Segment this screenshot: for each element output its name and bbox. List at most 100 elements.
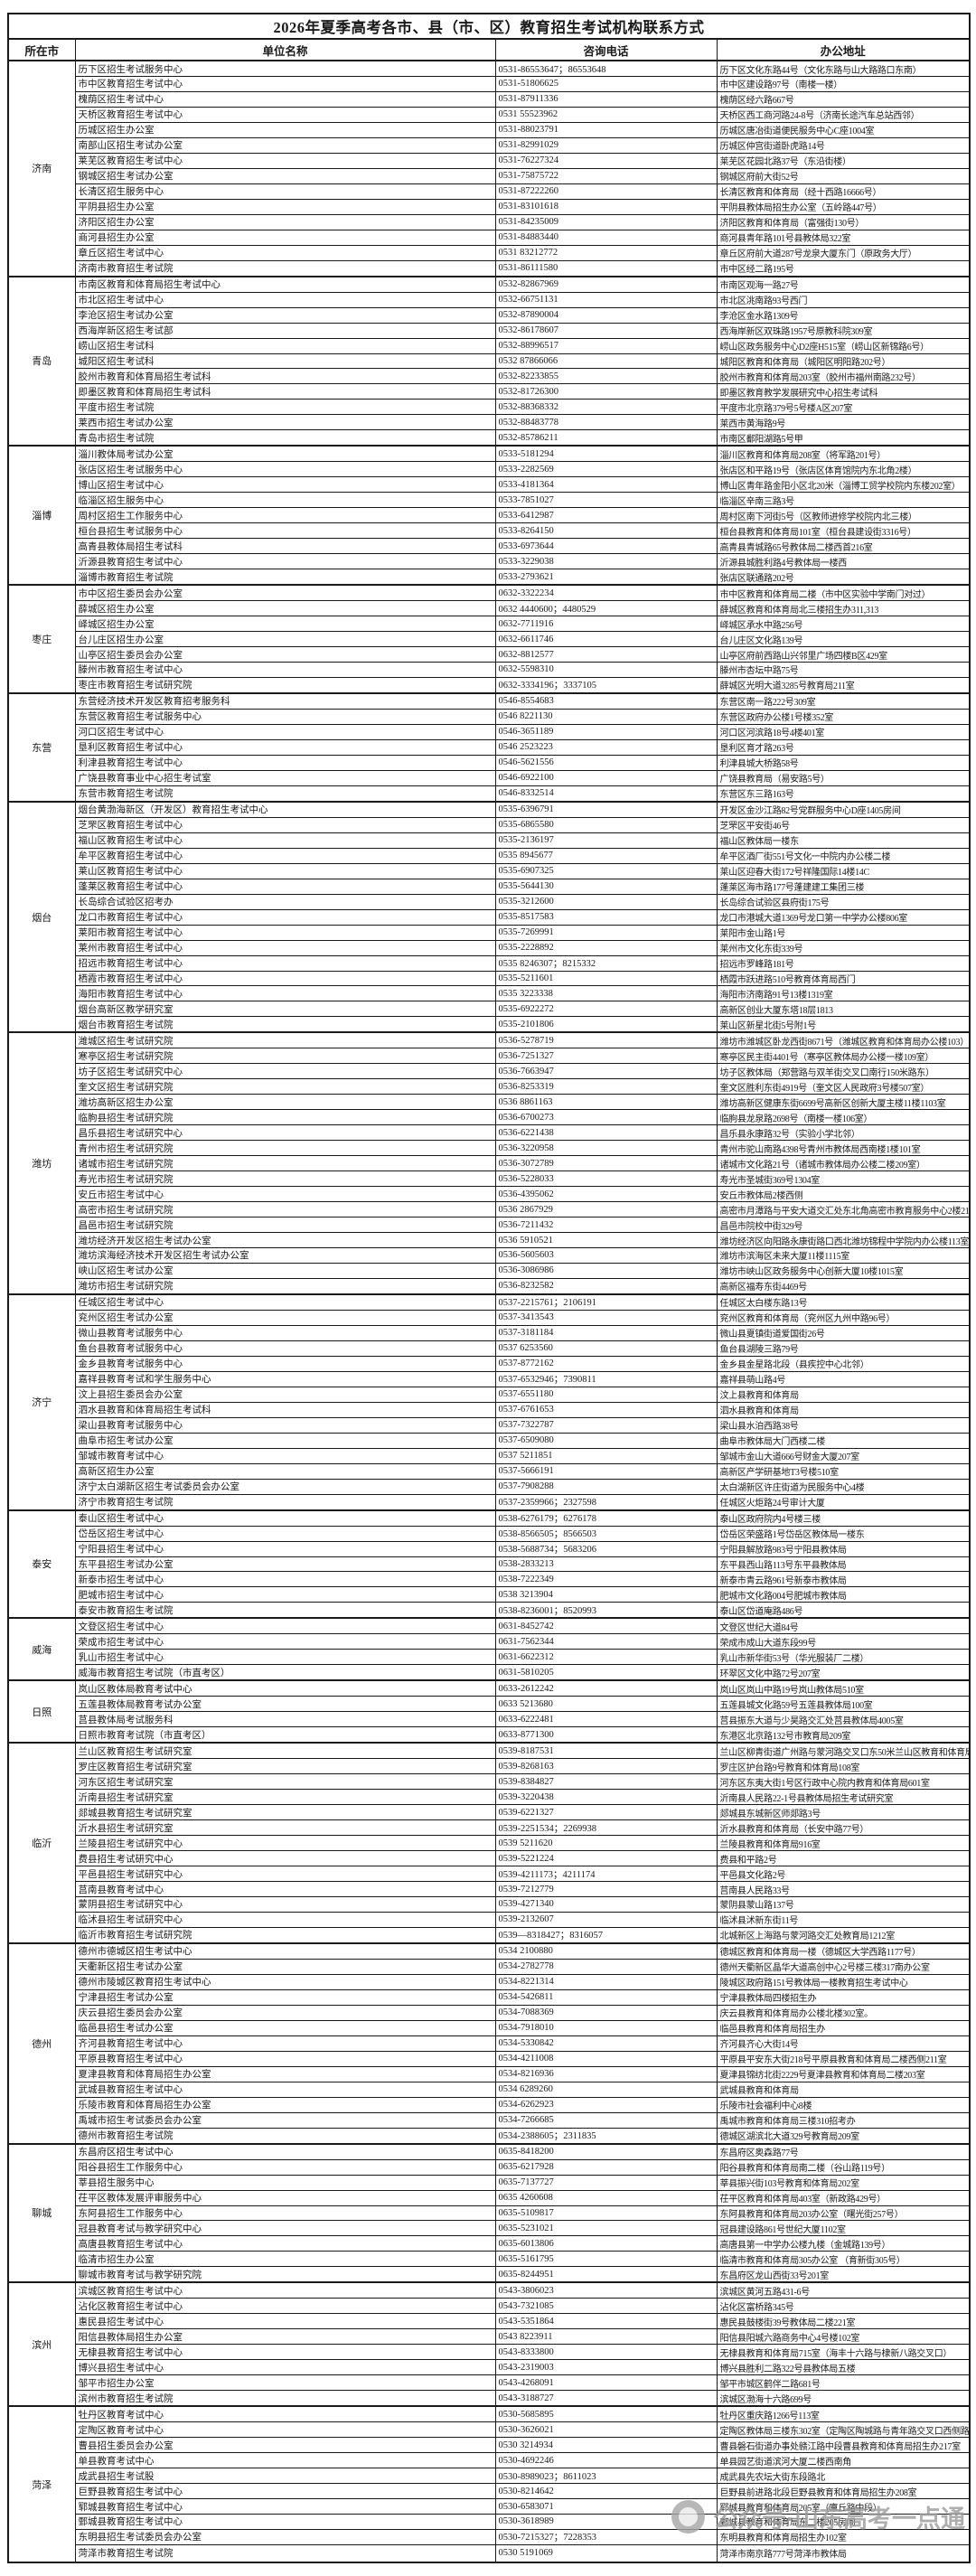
addr-cell: 城阳区教育和体育局（城阳区明阳路202号） xyxy=(716,353,971,370)
table-row: 东营区教育招生考试服务中心 0546 8221130 东营区政府办公楼1号楼352室 xyxy=(8,708,971,725)
table-row: 奎文区招生考试研究院 0536-8253319 奎文区胜利东街4919号（奎文区人民… xyxy=(8,1078,971,1095)
phone-cell: 0530 5191069 xyxy=(494,2543,718,2563)
name-cell: 枣庄市教育招生考试研究院 xyxy=(74,676,496,694)
name-cell: 市中区招生委员会办公室 xyxy=(74,584,496,602)
table-row: 阳信县教体局招生办公室 0543 8223911 阳信县阳城六路商务中心4号楼102… xyxy=(8,2328,971,2346)
phone-cell: 0534-7918010 xyxy=(494,2019,718,2036)
city-cell: 聊城 xyxy=(7,2142,76,2283)
name-cell: 平原县教育招生考试中心 xyxy=(74,2050,496,2067)
addr-cell: 莱西市黄海路9号 xyxy=(716,414,971,431)
name-cell: 安丘市招生考试中心 xyxy=(74,1186,496,1203)
table-row: 莒南县教育考试中心 0539-7212779 莒南县人民路33号 xyxy=(8,1881,971,1897)
name-cell: 沂南县招生考试研究室 xyxy=(74,1789,496,1806)
name-cell: 泰安市教育招生考试院 xyxy=(74,1602,496,1619)
name-cell: 东明县招生考试委员会办公室 xyxy=(74,2528,496,2545)
addr-cell: 泰山区政府院内4号楼三楼 xyxy=(716,1509,971,1527)
name-cell: 济阳区招生办公室 xyxy=(74,213,496,230)
name-cell: 济南市教育招生考试院 xyxy=(74,259,496,277)
addr-cell: 历城区仲宫街道卧虎路14号 xyxy=(716,136,971,154)
name-cell: 昌乐县招生考试研究中心 xyxy=(74,1124,496,1142)
name-cell: 邹城市教育考试中心 xyxy=(74,1447,496,1464)
table-row: 青岛 市南区教育和体育局招生考试中心 0532-82867969 市南区观海一路27号 xyxy=(7,275,971,447)
city-cell: 枣庄 xyxy=(7,584,76,694)
table-row: 单县教育考试中心 0530-4692246 单县园艺街道滨河大厦二楼西南角 xyxy=(8,2452,971,2469)
name-cell: 潍城区招生考试研究院 xyxy=(74,1031,496,1049)
name-cell: 东阿县招生工作服务中心 xyxy=(74,2205,496,2222)
table-row: 武城县教育招生考试中心 0534 6289260 武城县教育和体育局 xyxy=(8,2081,971,2098)
name-cell: 龙口市教育招生考试中心 xyxy=(74,908,496,926)
table-row: 淄博市教育招生考试院 0533-2793621 张店区联通路202号 xyxy=(8,569,971,586)
phone-cell: 0532-87890004 xyxy=(494,306,718,324)
phone-cell: 0535-6922272 xyxy=(494,1001,718,1018)
table-row: 德州市陵城区教育招生考试中心 0534-8221314 陵城区政府路151号教体局一… xyxy=(8,1973,971,1990)
phone-cell: 0534 6289260 xyxy=(494,2081,718,2098)
addr-cell: 庆云县教育和体育局办公楼北楼302室。 xyxy=(716,2004,971,2021)
addr-cell: 西海岸新区双珠路1957号原教科院309室 xyxy=(716,322,971,339)
addr-cell: 定陶区教体局三楼东302室（定陶区陶城路与青年路交叉口西侧路北） xyxy=(716,2421,971,2439)
addr-cell: 博山区青年路金阳小区北20米（淄博工贸学校院内东楼202室） xyxy=(716,476,971,494)
table-row: 泗水县教育和体育局招生考试科 0537-6761653 泗水县教育和体育局 xyxy=(8,1401,971,1418)
addr-cell: 钢城区府前大街52号 xyxy=(716,167,971,184)
name-cell: 烟台黄渤海新区（开发区）教育招生考试中心 xyxy=(74,800,496,818)
phone-cell: 0632-3334196；3337105 xyxy=(494,676,718,694)
addr-cell: 莒县振东大道与少昊路交汇处莒县教体局4005室 xyxy=(716,1711,971,1728)
phone-cell: 0539-5221224 xyxy=(494,1850,718,1867)
name-cell: 潍坊市招生考试研究院 xyxy=(74,1277,496,1295)
name-cell: 市中区教育招生考试中心 xyxy=(74,76,496,92)
table-row: 滨州 滨城区教育招生考试中心 0543-3806023 滨城区黄河五路431-6号 xyxy=(7,2281,971,2407)
phone-cell: 0631-7562344 xyxy=(494,1633,718,1650)
name-cell: 任城区招生考试中心 xyxy=(74,1293,496,1311)
phone-cell: 0531-84883440 xyxy=(494,229,718,246)
table-row: 安丘市招生考试中心 0536-4395062 安丘市教体局2楼西侧 xyxy=(8,1186,971,1203)
addr-cell: 商河县青年路101号县教体局322室 xyxy=(716,229,971,246)
phone-cell: 0635-5231021 xyxy=(494,2220,718,2237)
addr-cell: 陵城区政府路151号教体局一楼教育招生考试中心 xyxy=(716,1973,971,1990)
name-cell: 威海市教育招生考试院（市直考区） xyxy=(74,1664,496,1681)
addr-cell: 坊子区教体局（郑营路与双羊街交叉口南行150米路东） xyxy=(716,1063,971,1080)
name-cell: 宁阳县招生考试中心 xyxy=(74,1540,496,1557)
table-row: 临沂市教育招生考试研究院 0539—8318427；8316057 北城新区上海路与… xyxy=(8,1926,971,1944)
phone-cell: 0536-6700273 xyxy=(494,1109,718,1126)
name-cell: 高唐县教育招生考试中心 xyxy=(74,2235,496,2252)
table-row: 菏泽 牡丹区教育考试中心 0530-5685895 牡丹区重庆路1266号113室 xyxy=(7,2405,971,2563)
addr-cell: 寒亭区民主街4401号（寒亭区教体局办公楼一楼109室） xyxy=(716,1048,971,1065)
name-cell: 青州市招生考试研究院 xyxy=(74,1140,496,1157)
phone-cell: 0537-7908288 xyxy=(494,1478,718,1495)
name-cell: 兖州区招生考试办公室 xyxy=(74,1309,496,1326)
table-row: 泰安 泰山区招生考试中心 0538-6276179；6276178 泰山区政府院内4号… xyxy=(7,1509,971,1619)
addr-cell: 莘县振兴街103号教育和体育局202室 xyxy=(716,2174,971,2191)
table-row: 坊子区招生考试研究中心 0536-7663947 坊子区教体局（郑营路与双羊街交叉口… xyxy=(8,1063,971,1080)
phone-cell: 0531-87911336 xyxy=(494,90,718,108)
addr-cell: 费县和平路2号 xyxy=(716,1850,971,1867)
addr-cell: 东平县西山路113号东平县教体局 xyxy=(716,1556,971,1573)
name-cell: 汶上县招生委员会办公室 xyxy=(74,1386,496,1403)
phone-cell: 0535-2228892 xyxy=(494,939,718,956)
city-cell: 烟台 xyxy=(7,800,76,1033)
phone-cell: 0632-3322234 xyxy=(494,584,718,602)
phone-cell: 0539-7212779 xyxy=(494,1881,718,1897)
phone-cell: 0535 8945677 xyxy=(494,847,718,864)
phone-cell: 0530-6583071 xyxy=(494,2498,718,2515)
phone-cell: 0533-8264150 xyxy=(494,522,718,540)
table-row: 城阳区招生考试科 0532 87866066 城阳区教育和体育局（城阳区明阳路202… xyxy=(8,353,971,370)
table-row: 泰安市教育招生考试院 0538-8236001；8520993 泰山区岱道庵路486… xyxy=(8,1602,971,1619)
name-cell: 平阴县招生办公室 xyxy=(74,198,496,215)
addr-cell: 潍坊高新区健康东街6699号高新区创新大厦主楼11楼1103室 xyxy=(716,1094,971,1111)
addr-cell: 招远市罗峰路181号 xyxy=(716,954,971,972)
addr-cell: 开发区金沙江路82号党群服务中心D座1405房间 xyxy=(716,800,971,818)
name-cell: 潍坊滨海经济技术开发区招生考试办公室 xyxy=(74,1247,496,1264)
name-cell: 曹县招生委员会办公室 xyxy=(74,2437,496,2454)
name-cell: 东营区教育招生考试服务中心 xyxy=(74,708,496,725)
addr-cell: 新泰市青云路961号新泰市教体局 xyxy=(716,1571,971,1588)
table-row: 沾化区教育招生考试中心 0543-7321085 沾化区富桥路345号 xyxy=(8,2298,971,2315)
name-cell: 滨城区教育招生考试中心 xyxy=(74,2281,496,2299)
table-row: 济宁市教育招生考试院 0537-2359966；2327598 任城区火炬路24号审… xyxy=(8,1493,971,1511)
phone-cell: 0536-3220958 xyxy=(494,1140,718,1157)
name-cell: 河东区招生考试研究室 xyxy=(74,1773,496,1791)
table-row: 沂南县招生考试研究室 0539-3220438 沂南县人民路22-1号县教体局招生考… xyxy=(8,1789,971,1806)
phone-cell: 0533-4181364 xyxy=(494,476,718,494)
table-row: 博山区招生考试中心 0533-4181364 博山区青年路金阳小区北20米（淄博工贸… xyxy=(8,476,971,494)
phone-cell: 0532-88368332 xyxy=(494,399,718,416)
name-cell: 李沧区招生考试办公室 xyxy=(74,306,496,324)
addr-cell: 汶上县教育和体育局 xyxy=(716,1386,971,1403)
